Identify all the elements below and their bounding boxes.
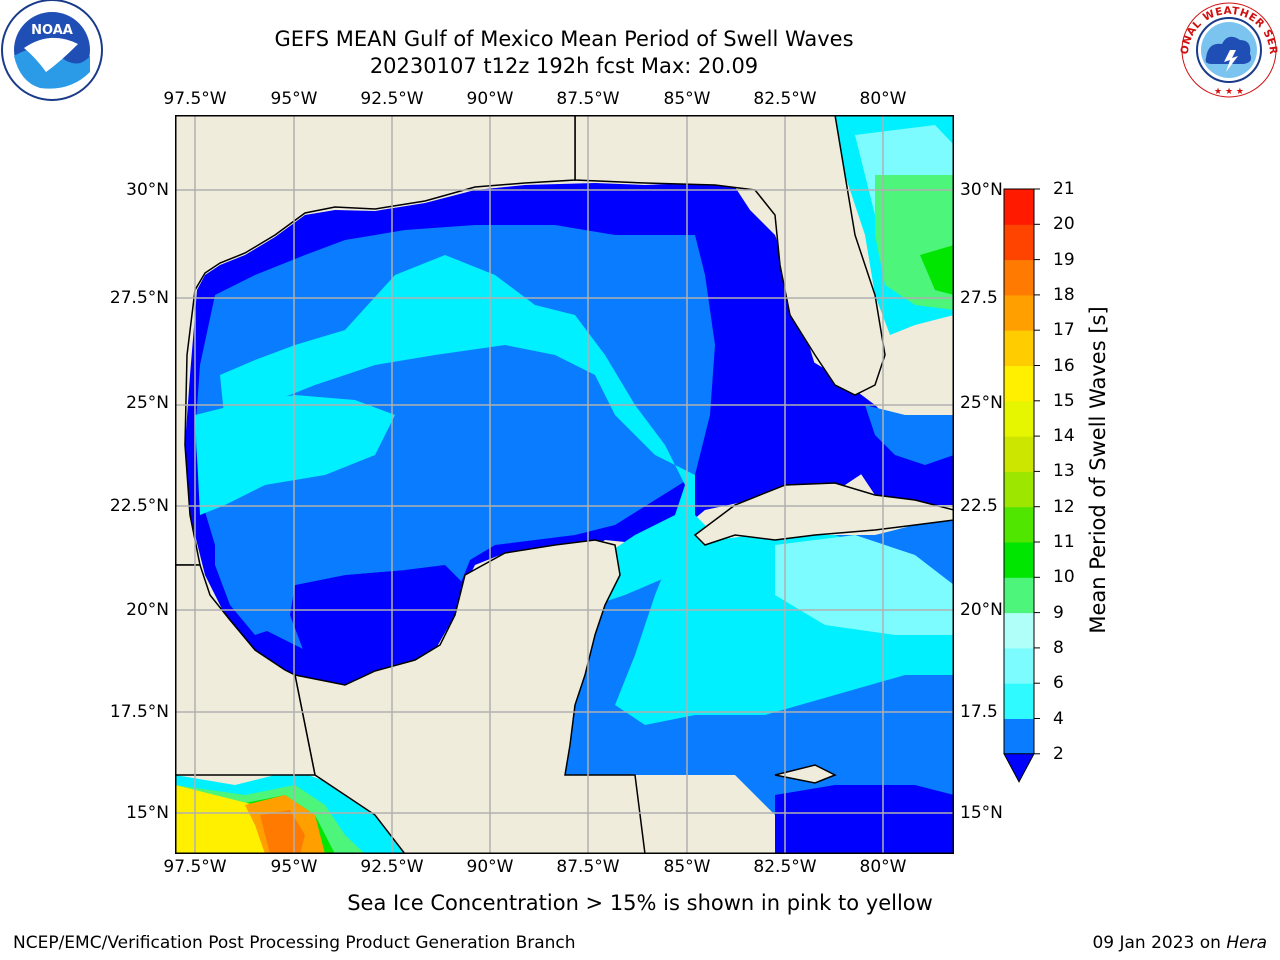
lon-tick-top: 87.5°W <box>556 89 620 109</box>
lon-tick-top: 80°W <box>859 89 907 109</box>
lat-tick-left: 20°N <box>126 600 169 620</box>
credit-date: 09 Jan 2023 on Hera <box>1092 933 1267 953</box>
credit-host: Hera <box>1226 933 1267 953</box>
lon-tick-bottom: 82.5°W <box>753 857 817 877</box>
colorbar-segment <box>1004 647 1034 684</box>
colorbar-tick-label: 20 <box>1053 214 1075 235</box>
colorbar-segment <box>1004 683 1034 719</box>
lon-tick-bottom: 95°W <box>270 857 318 877</box>
colorbar-tick-label: 17 <box>1053 320 1075 341</box>
chart-subtitle: 20230107 t12z 192h fcst Max: 20.09 <box>369 54 759 78</box>
nws-logo: NATIONAL WEATHER SERVICE ★ ★ ★ <box>1178 0 1279 98</box>
lon-tick-top: 97.5°W <box>163 89 227 109</box>
colorbar-segment <box>1004 471 1034 508</box>
yucatan-peninsula <box>294 539 646 854</box>
lat-tick-left: 25°N <box>126 393 169 413</box>
sea-ice-caption: Sea Ice Concentration > 15% is shown in … <box>347 891 933 915</box>
colorbar-tick-label: 14 <box>1053 426 1075 447</box>
lon-tick-top: 82.5°W <box>753 89 817 109</box>
lon-tick-bottom: 87.5°W <box>556 857 620 877</box>
lon-tick-bottom: 92.5°W <box>360 857 424 877</box>
hispaniola-jamaica <box>774 764 837 784</box>
colorbar-segment <box>1004 577 1034 614</box>
graticule <box>175 115 954 854</box>
lon-tick-bottom: 90°W <box>466 857 514 877</box>
colorbar <box>1003 188 1040 783</box>
colorbar-segment <box>1004 330 1034 366</box>
colorbar-tick-label: 21 <box>1053 179 1075 199</box>
colorbar-tick-label: 18 <box>1053 284 1075 305</box>
lat-tick-left: 17.5°N <box>109 702 169 722</box>
lat-tick-left: 30°N <box>126 180 169 200</box>
lon-tick-top: 85°W <box>663 89 711 109</box>
map-frame <box>175 115 954 854</box>
lat-tick-right: 25°N <box>960 393 1003 413</box>
colorbar-tick-label: 2 <box>1053 743 1064 764</box>
colorbar-tick-label: 13 <box>1053 461 1075 482</box>
colorbar-segment <box>1004 612 1034 649</box>
colorbar-segment <box>1004 224 1034 261</box>
lat-tick-right: 27.5 <box>960 288 998 308</box>
mexico-coast <box>175 564 316 776</box>
credit-date-text: 09 Jan 2023 on <box>1092 933 1221 953</box>
chart-title: GEFS MEAN Gulf of Mexico Mean Period of … <box>274 27 854 51</box>
colorbar-tick-label: 6 <box>1053 673 1064 694</box>
colorbar-tick-label: 4 <box>1053 708 1064 729</box>
gulf-map <box>175 115 954 854</box>
credit-branch: NCEP/EMC/Verification Post Processing Pr… <box>13 933 576 953</box>
lon-tick-bottom: 85°W <box>663 857 711 877</box>
svg-text:NOAA: NOAA <box>31 23 73 38</box>
lat-tick-right: 15°N <box>960 803 1003 823</box>
colorbar-segment <box>1004 542 1034 578</box>
colorbar-tick-label: 8 <box>1053 637 1064 658</box>
colorbar-segment <box>1004 718 1034 755</box>
lat-tick-right: 22.5 <box>960 496 998 516</box>
lon-tick-top: 95°W <box>270 89 318 109</box>
lon-tick-bottom: 97.5°W <box>163 857 227 877</box>
lon-tick-top: 92.5°W <box>360 89 424 109</box>
colorbar-tick-label: 19 <box>1053 249 1075 270</box>
colorbar-segment <box>1004 365 1034 402</box>
colorbar-tick-label: 9 <box>1053 602 1064 623</box>
lat-tick-right: 30°N <box>960 180 1003 200</box>
lon-tick-top: 90°W <box>466 89 514 109</box>
colorbar-label: Mean Period of Swell Waves [s] <box>1086 306 1110 634</box>
lat-tick-right: 20°N <box>960 600 1003 620</box>
colorbar-tick-label: 16 <box>1053 355 1075 376</box>
colorbar-tick-label: 12 <box>1053 496 1075 517</box>
colorbar-tick-label: 15 <box>1053 390 1075 411</box>
us-gulf-coast <box>175 115 576 566</box>
colorbar-segment <box>1004 436 1034 472</box>
noaa-logo: NOAA <box>1 0 103 101</box>
cuba <box>693 482 954 546</box>
colorbar-tick-label: 11 <box>1053 532 1075 552</box>
svg-text:★ ★ ★: ★ ★ ★ <box>1214 87 1244 97</box>
colorbar-segment <box>1004 189 1034 225</box>
lon-tick-bottom: 80°W <box>859 857 907 877</box>
colorbar-segment <box>1004 294 1034 331</box>
colorbar-segment <box>1004 506 1034 543</box>
lat-tick-left: 22.5°N <box>109 496 169 516</box>
colorbar-extend-triangle <box>1003 753 1035 783</box>
lat-tick-left: 15°N <box>126 803 169 823</box>
atlantic-water <box>785 345 954 505</box>
colorbar-segment <box>1004 259 1034 296</box>
colorbar-segment <box>1004 400 1034 437</box>
lat-tick-right: 17.5 <box>960 702 998 722</box>
colorbar-tick-label: 10 <box>1053 567 1075 588</box>
lat-tick-left: 27.5°N <box>109 288 169 308</box>
